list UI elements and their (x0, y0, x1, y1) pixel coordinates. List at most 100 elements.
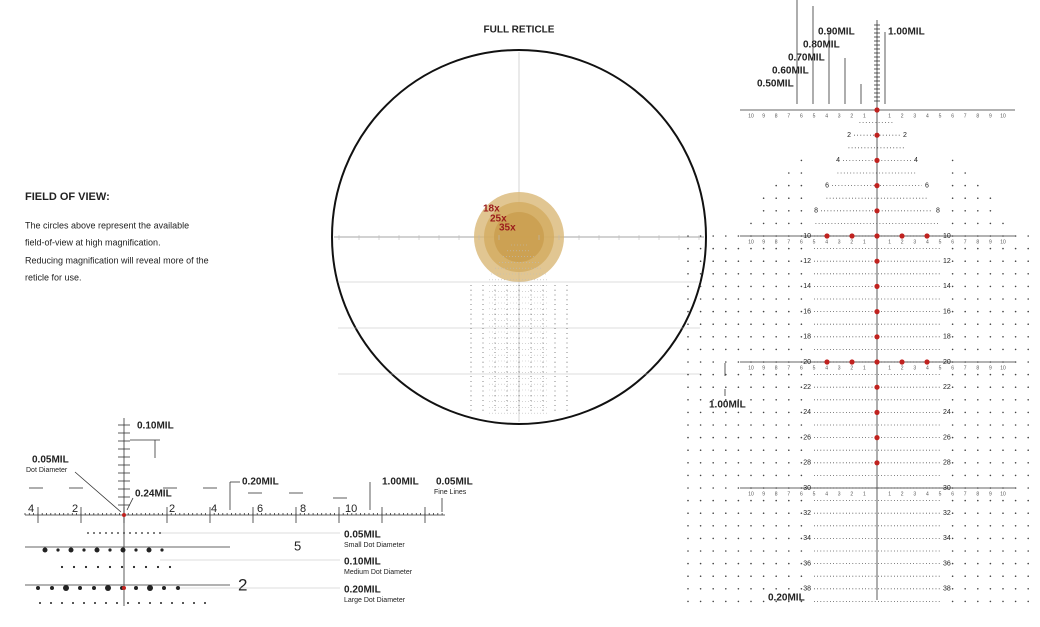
hold-dot (762, 474, 765, 477)
hold-dot (800, 449, 803, 452)
hold-dot (977, 310, 979, 313)
small-dot (159, 532, 161, 534)
hold-dot (964, 222, 966, 225)
hold-dot (699, 386, 702, 389)
hold-dot (775, 449, 777, 452)
hold-dot (977, 525, 979, 527)
top-callout: 0.80MIL (803, 40, 840, 51)
hold-dot (951, 323, 954, 326)
hold-dot (964, 575, 966, 577)
hold-dot (1027, 348, 1029, 351)
hold-dot (775, 588, 777, 590)
hold-dot (687, 323, 689, 326)
hold-dot (687, 550, 689, 552)
row-label: 22 (943, 384, 951, 391)
hold-dot (989, 336, 992, 338)
hold-dot (762, 222, 765, 225)
hold-dot (977, 449, 979, 452)
hold-dot (737, 273, 740, 275)
row-label: 30 (803, 485, 811, 492)
hold-dot (1014, 474, 1017, 477)
hold-dot (951, 298, 954, 300)
hold-dot (1002, 298, 1004, 300)
hold-dot (951, 386, 954, 389)
hold-dot (964, 386, 966, 389)
hold-dot (977, 260, 979, 263)
row-label: 34 (803, 535, 811, 542)
hold-dot (977, 184, 979, 187)
hold-dot (737, 298, 740, 300)
hold-dot (951, 588, 954, 590)
hold-dot (750, 235, 752, 237)
scale-number: 5 (813, 113, 816, 119)
hold-dot (964, 424, 966, 426)
hold-dot (788, 525, 790, 527)
hold-dot (712, 235, 714, 237)
hold-dot (951, 487, 954, 489)
hold-dot (750, 399, 752, 401)
hold-dot (699, 411, 702, 414)
hold-dot (989, 562, 992, 565)
dot-callout: 0.05MIL (344, 530, 381, 541)
hold-dot (800, 247, 803, 250)
hold-dot (788, 348, 790, 351)
hold-dot (788, 399, 790, 401)
hold-dot (964, 411, 966, 414)
hold-dot (750, 273, 752, 275)
hold-dot (951, 197, 954, 199)
hold-dot (725, 462, 727, 464)
hold-dot (788, 512, 790, 514)
scale-number: 9 (989, 365, 992, 371)
hold-dot (687, 386, 689, 389)
large-dot (63, 585, 69, 591)
hold-dot (989, 550, 992, 552)
scale-number: 5 (939, 113, 942, 119)
hold-dot (1027, 562, 1029, 565)
hold-dot (800, 537, 803, 540)
scale-number: 1 (863, 113, 866, 119)
hold-dot (800, 474, 803, 477)
hold-dot (989, 462, 992, 464)
hold-dot (1002, 449, 1004, 452)
hold-dot (800, 273, 803, 275)
aim-dot (874, 183, 880, 189)
medium-dot (108, 548, 112, 552)
hold-dot (737, 310, 740, 313)
hold-dot (737, 235, 740, 237)
hold-dot (1002, 310, 1004, 313)
hold-dot (762, 562, 765, 565)
hold-dot (687, 260, 689, 263)
hold-dot (977, 537, 979, 540)
scale-number: 10 (748, 491, 754, 497)
hold-dot (800, 298, 803, 300)
hold-dot (800, 184, 803, 187)
small-dot (204, 602, 206, 604)
ruler-number: 4 (211, 503, 217, 515)
hold-dot (737, 512, 740, 514)
scale-number: 8 (976, 113, 979, 119)
hold-dot (964, 273, 966, 275)
large-dot (162, 586, 166, 590)
hold-dot (964, 348, 966, 351)
scale-number: 3 (913, 239, 916, 245)
hold-dot (775, 348, 777, 351)
fov-text: Reducing magnification will reveal more … (25, 255, 209, 265)
scale-number: 5 (939, 491, 942, 497)
hold-dot (762, 537, 765, 540)
aim-dot (874, 233, 880, 239)
scale-number: 9 (762, 239, 765, 245)
hold-dot (788, 575, 790, 577)
hold-dot (712, 285, 714, 288)
hold-dot (750, 550, 752, 552)
hold-dot (737, 474, 740, 477)
hold-dot (1014, 424, 1017, 426)
hold-dot (1002, 499, 1004, 502)
scale-number: 4 (825, 239, 828, 245)
hold-dot (1014, 298, 1017, 300)
scale-number: 7 (964, 239, 967, 245)
hold-dot (788, 222, 790, 225)
hold-dot (762, 373, 765, 376)
hold-dot (750, 373, 752, 376)
small-dot (171, 602, 173, 604)
scale-number: 10 (1000, 491, 1006, 497)
